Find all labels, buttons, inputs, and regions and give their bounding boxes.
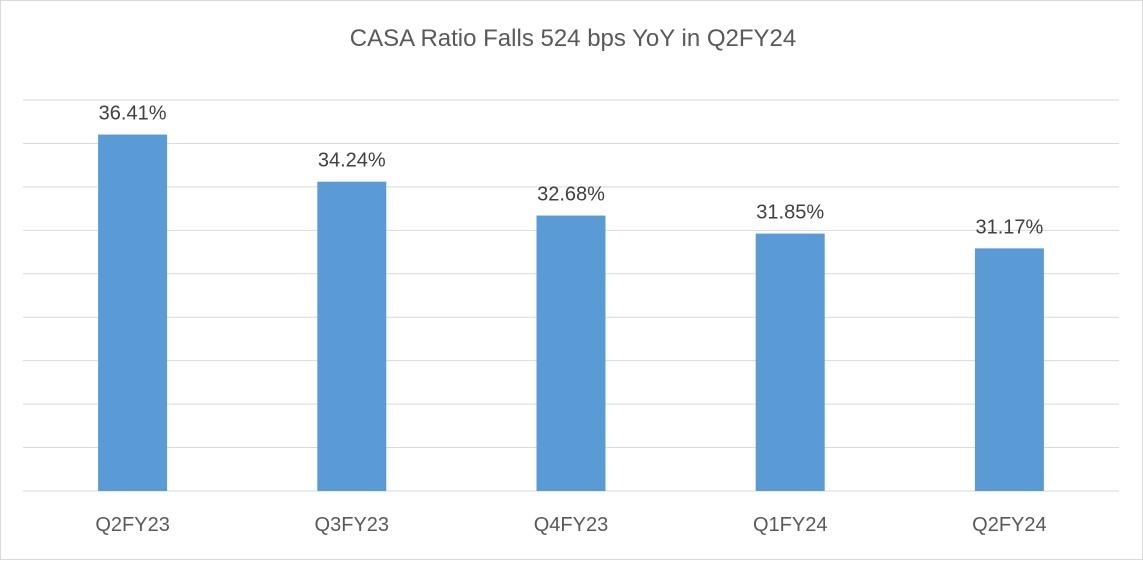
bar-q3fy23 — [317, 181, 387, 492]
data-label-q1fy24: 31.85% — [756, 202, 824, 224]
bar-q2fy23 — [98, 134, 168, 491]
x-tick-label-q2fy24: Q2FY24 — [972, 514, 1046, 536]
data-label-q4fy23: 32.68% — [537, 184, 605, 206]
x-tick-label-q4fy23: Q4FY23 — [534, 514, 608, 536]
x-tick-label-q1fy24: Q1FY24 — [753, 514, 827, 536]
x-tick-label-q3fy23: Q3FY23 — [315, 514, 389, 536]
bar-q2fy24 — [974, 248, 1044, 491]
x-tick-label-q2fy23: Q2FY23 — [95, 514, 169, 536]
bar-q4fy23 — [536, 215, 606, 491]
data-label-q2fy24: 31.17% — [975, 216, 1043, 238]
data-labels: 36.41% 34.24% 32.68% 31.85% 31.17% — [99, 103, 1044, 239]
chart-title: CASA Ratio Falls 524 bps YoY in Q2FY24 — [350, 25, 797, 52]
data-label-q3fy23: 34.24% — [318, 150, 386, 172]
bars — [98, 134, 1044, 492]
data-label-q2fy23: 36.41% — [99, 103, 167, 125]
x-axis-tick-labels: Q2FY23 Q3FY23 Q4FY23 Q1FY24 Q2FY24 — [95, 514, 1046, 536]
bar-q1fy24 — [755, 233, 825, 491]
